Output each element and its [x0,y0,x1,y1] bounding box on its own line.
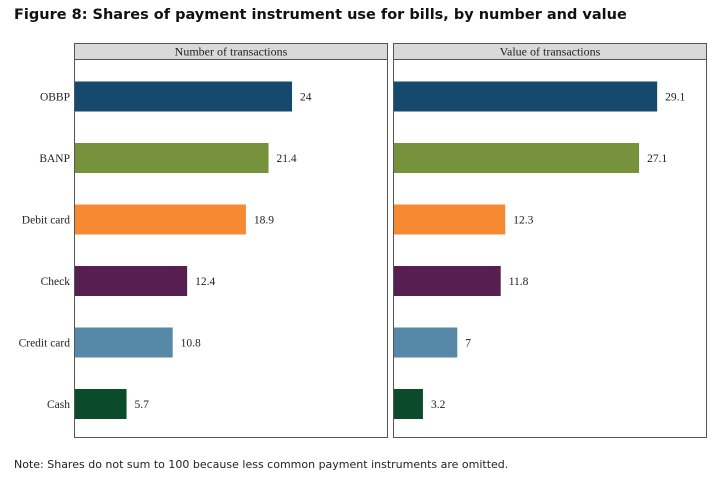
number-value-label-check: 12.4 [195,276,215,288]
category-label-cash: Cash [47,399,70,411]
panel-value-frame [393,59,707,438]
number-value-label-obbp: 24 [300,92,312,104]
category-label-debit-card: Debit card [22,215,70,227]
value-value-label-banp: 27.1 [647,153,667,165]
panel-number-frame [74,59,388,438]
number-bar-credit-card [75,327,173,358]
number-bar-obbp [75,81,293,112]
number-value-label-banp: 21.4 [277,153,297,165]
category-axis: OBBP BANP Debit card Check Credit card Cash [19,92,71,412]
value-value-label-debit-card: 12.3 [513,215,533,227]
panel-number: Number of transactions [74,43,388,438]
value-bar-obbp [394,81,658,112]
figure-note: Note: Shares do not sum to 100 because l… [14,458,509,471]
category-label-banp: BANP [39,153,70,165]
value-value-label-credit-card: 7 [465,338,471,350]
value-bar-credit-card [394,327,458,358]
value-value-label-check: 11.8 [509,276,529,288]
panel-value-bars: 29.1 27.1 12.3 11.8 7 3.2 [394,81,686,419]
value-bar-debit-card [394,204,506,235]
value-value-label-cash: 3.2 [431,399,446,411]
category-label-credit-card: Credit card [19,338,71,350]
bar-chart: Number of transactions Value of transact… [19,43,707,438]
figure-title: Figure 8: Shares of payment instrument u… [14,7,627,23]
panel-value-title: Value of transactions [500,45,601,59]
value-bar-banp [394,143,640,173]
value-value-label-obbp: 29.1 [665,92,685,104]
number-value-label-cash: 5.7 [135,399,150,411]
panel-value: Value of transactions [393,43,707,438]
number-value-label-debit-card: 18.9 [254,215,274,227]
value-bar-check [394,266,501,296]
category-label-check: Check [41,276,71,288]
number-bar-cash [75,389,127,419]
category-label-obbp: OBBP [40,92,70,104]
number-value-label-credit-card: 10.8 [181,338,201,350]
value-bar-cash [394,389,423,419]
panel-number-bars: 24 21.4 18.9 12.4 10.8 5.7 [75,81,312,419]
number-bar-banp [75,143,269,173]
number-bar-check [75,266,188,296]
number-bar-debit-card [75,204,246,235]
panel-number-title: Number of transactions [175,45,288,59]
